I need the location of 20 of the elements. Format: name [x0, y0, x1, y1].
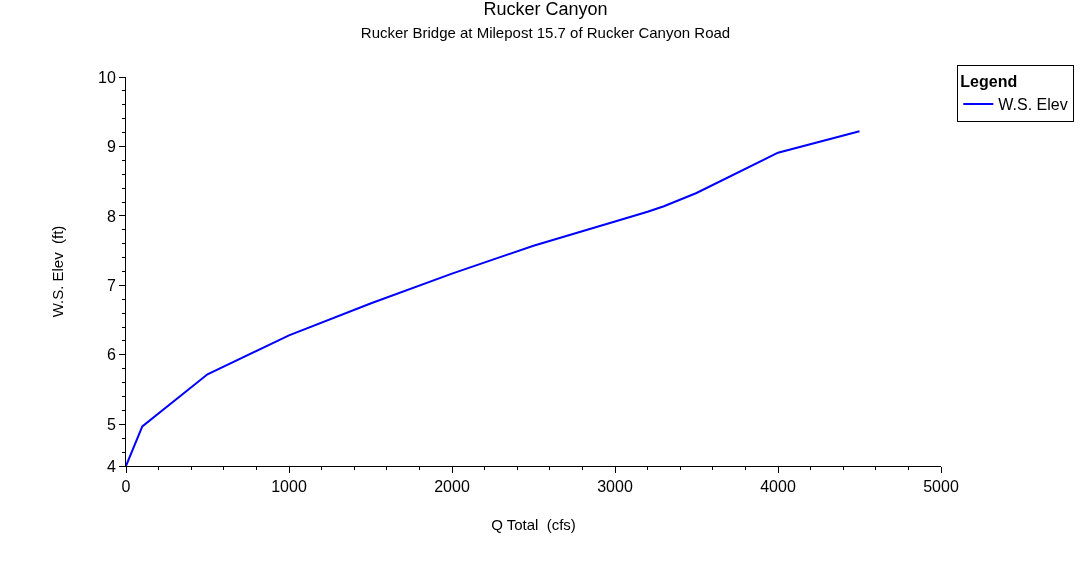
x-tick-label: 0: [121, 478, 131, 496]
y-tick-label: 10: [98, 68, 116, 86]
legend-title: Legend: [960, 73, 1018, 91]
y-tick-label: 6: [106, 346, 116, 364]
x-tick-label: 2000: [434, 478, 470, 496]
chart-subtitle: Rucker Bridge at Milepost 15.7 of Rucker Canyon Road: [360, 23, 731, 41]
y-tick-label: 9: [106, 138, 116, 156]
x-tick-label: 4000: [760, 478, 796, 496]
chart-title: Rucker Canyon: [483, 0, 608, 19]
y-axis-title: W.S. Elev (ft): [49, 225, 67, 318]
y-tick-label: 7: [106, 276, 116, 294]
x-tick-label: 3000: [597, 478, 633, 496]
line-series: [126, 130, 861, 466]
y-tick-label: 5: [106, 415, 116, 433]
x-tick-label: 5000: [923, 478, 959, 496]
legend-label: W.S. Elev: [998, 96, 1068, 114]
y-tick-label: 4: [106, 457, 116, 475]
y-tick-label: 8: [106, 207, 116, 225]
x-tick-label: 1000: [271, 478, 307, 496]
x-axis-title: Q Total (cfs): [491, 516, 576, 534]
